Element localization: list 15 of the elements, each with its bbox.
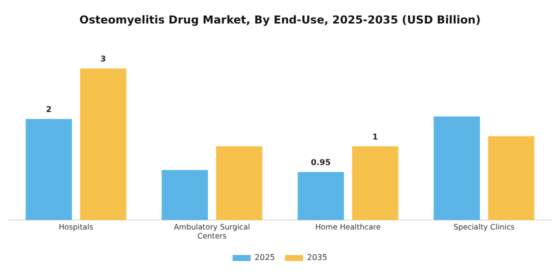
data-label: 3 [100,54,106,64]
data-label: 2 [46,105,52,114]
bar [80,68,126,220]
data-label: 0.95 [310,158,332,168]
bar [488,136,534,220]
bar [26,118,72,220]
bar [162,170,208,220]
data-label: 1 [372,132,378,142]
legend-label: 2025 [254,253,275,262]
bar [298,172,344,220]
bar [216,146,262,220]
bar [434,116,480,220]
bar [352,146,398,220]
legend-label: 2035 [307,253,328,262]
chart-title: Osteomyelitis Drug Market, By End-Use, 2025-2035 (USD Billion) [79,13,481,26]
